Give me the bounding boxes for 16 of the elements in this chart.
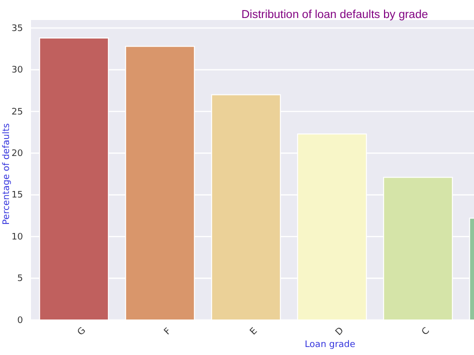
- x-tick-label: D: [334, 326, 346, 338]
- y-tick-label: 30: [12, 66, 24, 76]
- x-tick-label: C: [420, 326, 432, 338]
- chart-title: Distribution of loan defaults by grade: [241, 9, 428, 21]
- y-axis-title: Percentage of defaults: [2, 123, 12, 225]
- x-tick-label: F: [162, 326, 174, 338]
- y-tick-label: 0: [17, 316, 24, 326]
- y-tick-label: 20: [12, 149, 24, 160]
- y-tick-label: 35: [12, 24, 23, 34]
- x-tick-label: E: [248, 326, 260, 338]
- x-tick-label: G: [76, 326, 88, 338]
- y-tick-label: 25: [12, 107, 23, 118]
- y-tick-label: 10: [12, 232, 24, 242]
- x-axis-title: Loan grade: [304, 340, 356, 350]
- y-tick-label: 15: [12, 190, 23, 201]
- y-tick-label: 5: [17, 274, 23, 284]
